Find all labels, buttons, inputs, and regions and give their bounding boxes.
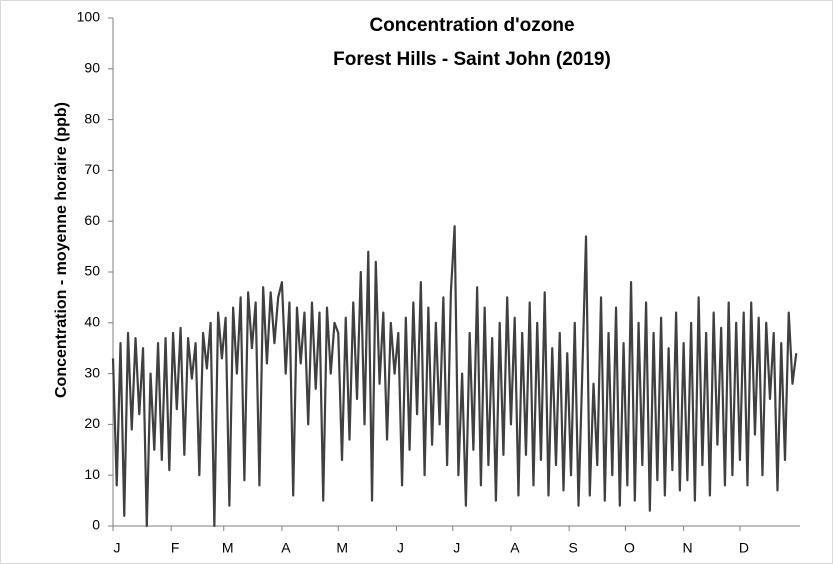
x-tick-label: J [453,540,460,556]
y-tick-label: 60 [84,212,100,228]
x-tick-label: O [624,540,635,556]
data-line [111,225,798,528]
y-tick-label: 90 [84,60,100,76]
x-tick-label: J [397,540,404,556]
x-tick-label: F [171,540,180,556]
y-tick-label: 40 [84,314,100,330]
x-tick-label: M [336,540,348,556]
x-tick-label: M [222,540,234,556]
y-tick-label: 20 [84,415,100,431]
x-tick-label: D [739,540,749,556]
y-tick-label: 0 [92,517,100,533]
y-tick-label: 80 [84,110,100,126]
y-tick-label: 10 [84,466,100,482]
chart-subtitle: Forest Hills - Saint John (2019) [333,49,611,70]
y-tick-label: 30 [84,364,100,380]
x-tick-label: N [683,540,693,556]
y-axis-label: Concentration - moyenne horaire (ppb) [53,102,70,398]
x-tick-label: S [568,540,577,556]
x-tick-label: J [114,540,121,556]
x-tick-label: A [510,540,520,556]
chart-title: Concentration d'ozone [369,15,574,36]
x-tick-label: A [281,540,291,556]
y-tick-label: 50 [84,263,100,279]
y-tick-label: 100 [77,9,101,25]
y-tick-label: 70 [84,161,100,177]
